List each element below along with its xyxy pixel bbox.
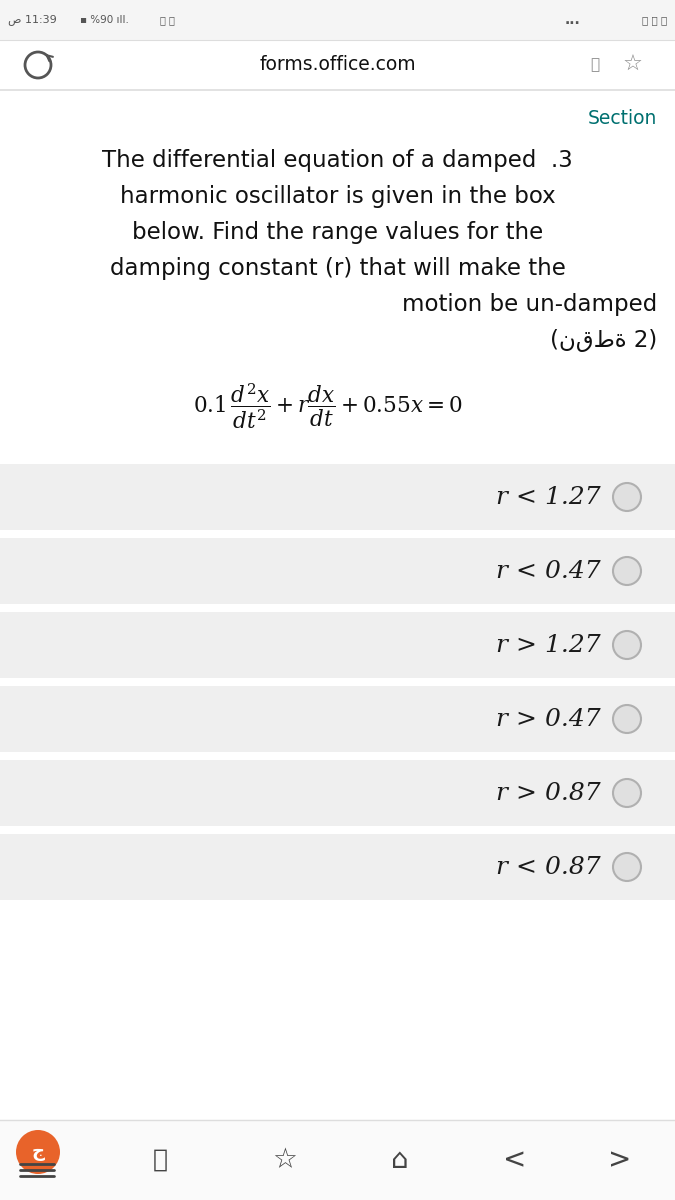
Text: ص 11:39: ص 11:39 (8, 14, 57, 25)
Circle shape (613, 779, 641, 806)
Text: The differential equation of a damped  .3: The differential equation of a damped .3 (102, 149, 573, 172)
Bar (0, 612, 675, 678)
Text: damping constant (r) that will make the: damping constant (r) that will make the (109, 257, 566, 280)
Text: 📶 ⏰: 📶 ⏰ (160, 14, 175, 25)
Bar (0, 40, 675, 90)
Text: 🔒: 🔒 (591, 58, 599, 72)
Circle shape (613, 704, 641, 733)
Bar (0, 0, 675, 40)
Text: r > 0.87: r > 0.87 (496, 781, 601, 804)
Text: ⏷ 🖼 💬: ⏷ 🖼 💬 (642, 14, 667, 25)
Text: r > 0.47: r > 0.47 (496, 708, 601, 731)
Text: Section: Section (588, 108, 657, 127)
Bar (0, 464, 675, 530)
Text: ⌂: ⌂ (392, 1146, 409, 1174)
Text: forms.office.com: forms.office.com (259, 55, 416, 74)
Text: $0.1\,\dfrac{d^2x}{dt^2} + r\dfrac{dx}{dt} + 0.55x = 0$: $0.1\,\dfrac{d^2x}{dt^2} + r\dfrac{dx}{d… (192, 382, 462, 431)
Bar (0, 760, 675, 826)
Text: ☆: ☆ (273, 1146, 298, 1174)
Text: motion be un-damped: motion be un-damped (402, 293, 657, 316)
Bar (0, 834, 675, 900)
Text: r < 0.47: r < 0.47 (496, 559, 601, 582)
Text: >: > (608, 1146, 632, 1174)
Circle shape (613, 482, 641, 511)
Circle shape (16, 1130, 60, 1174)
Text: ج: ج (32, 1142, 45, 1162)
Circle shape (613, 853, 641, 881)
Bar (0, 538, 675, 604)
Text: ...: ... (565, 13, 580, 26)
Text: r < 0.87: r < 0.87 (496, 856, 601, 878)
Circle shape (613, 557, 641, 584)
Text: ⏹: ⏹ (153, 1148, 167, 1172)
Text: harmonic oscillator is given in the box: harmonic oscillator is given in the box (119, 185, 556, 208)
Text: r > 1.27: r > 1.27 (496, 634, 601, 656)
Bar (0, 1120, 675, 1200)
Bar (0, 686, 675, 752)
Circle shape (613, 631, 641, 659)
Text: (نقطة 2): (نقطة 2) (549, 329, 657, 352)
Text: ☆: ☆ (623, 55, 643, 74)
Text: r < 1.27: r < 1.27 (496, 486, 601, 509)
Text: ▪ %90 ıll.: ▪ %90 ıll. (80, 14, 129, 25)
Text: below. Find the range values for the: below. Find the range values for the (132, 221, 543, 244)
Text: <: < (504, 1146, 526, 1174)
